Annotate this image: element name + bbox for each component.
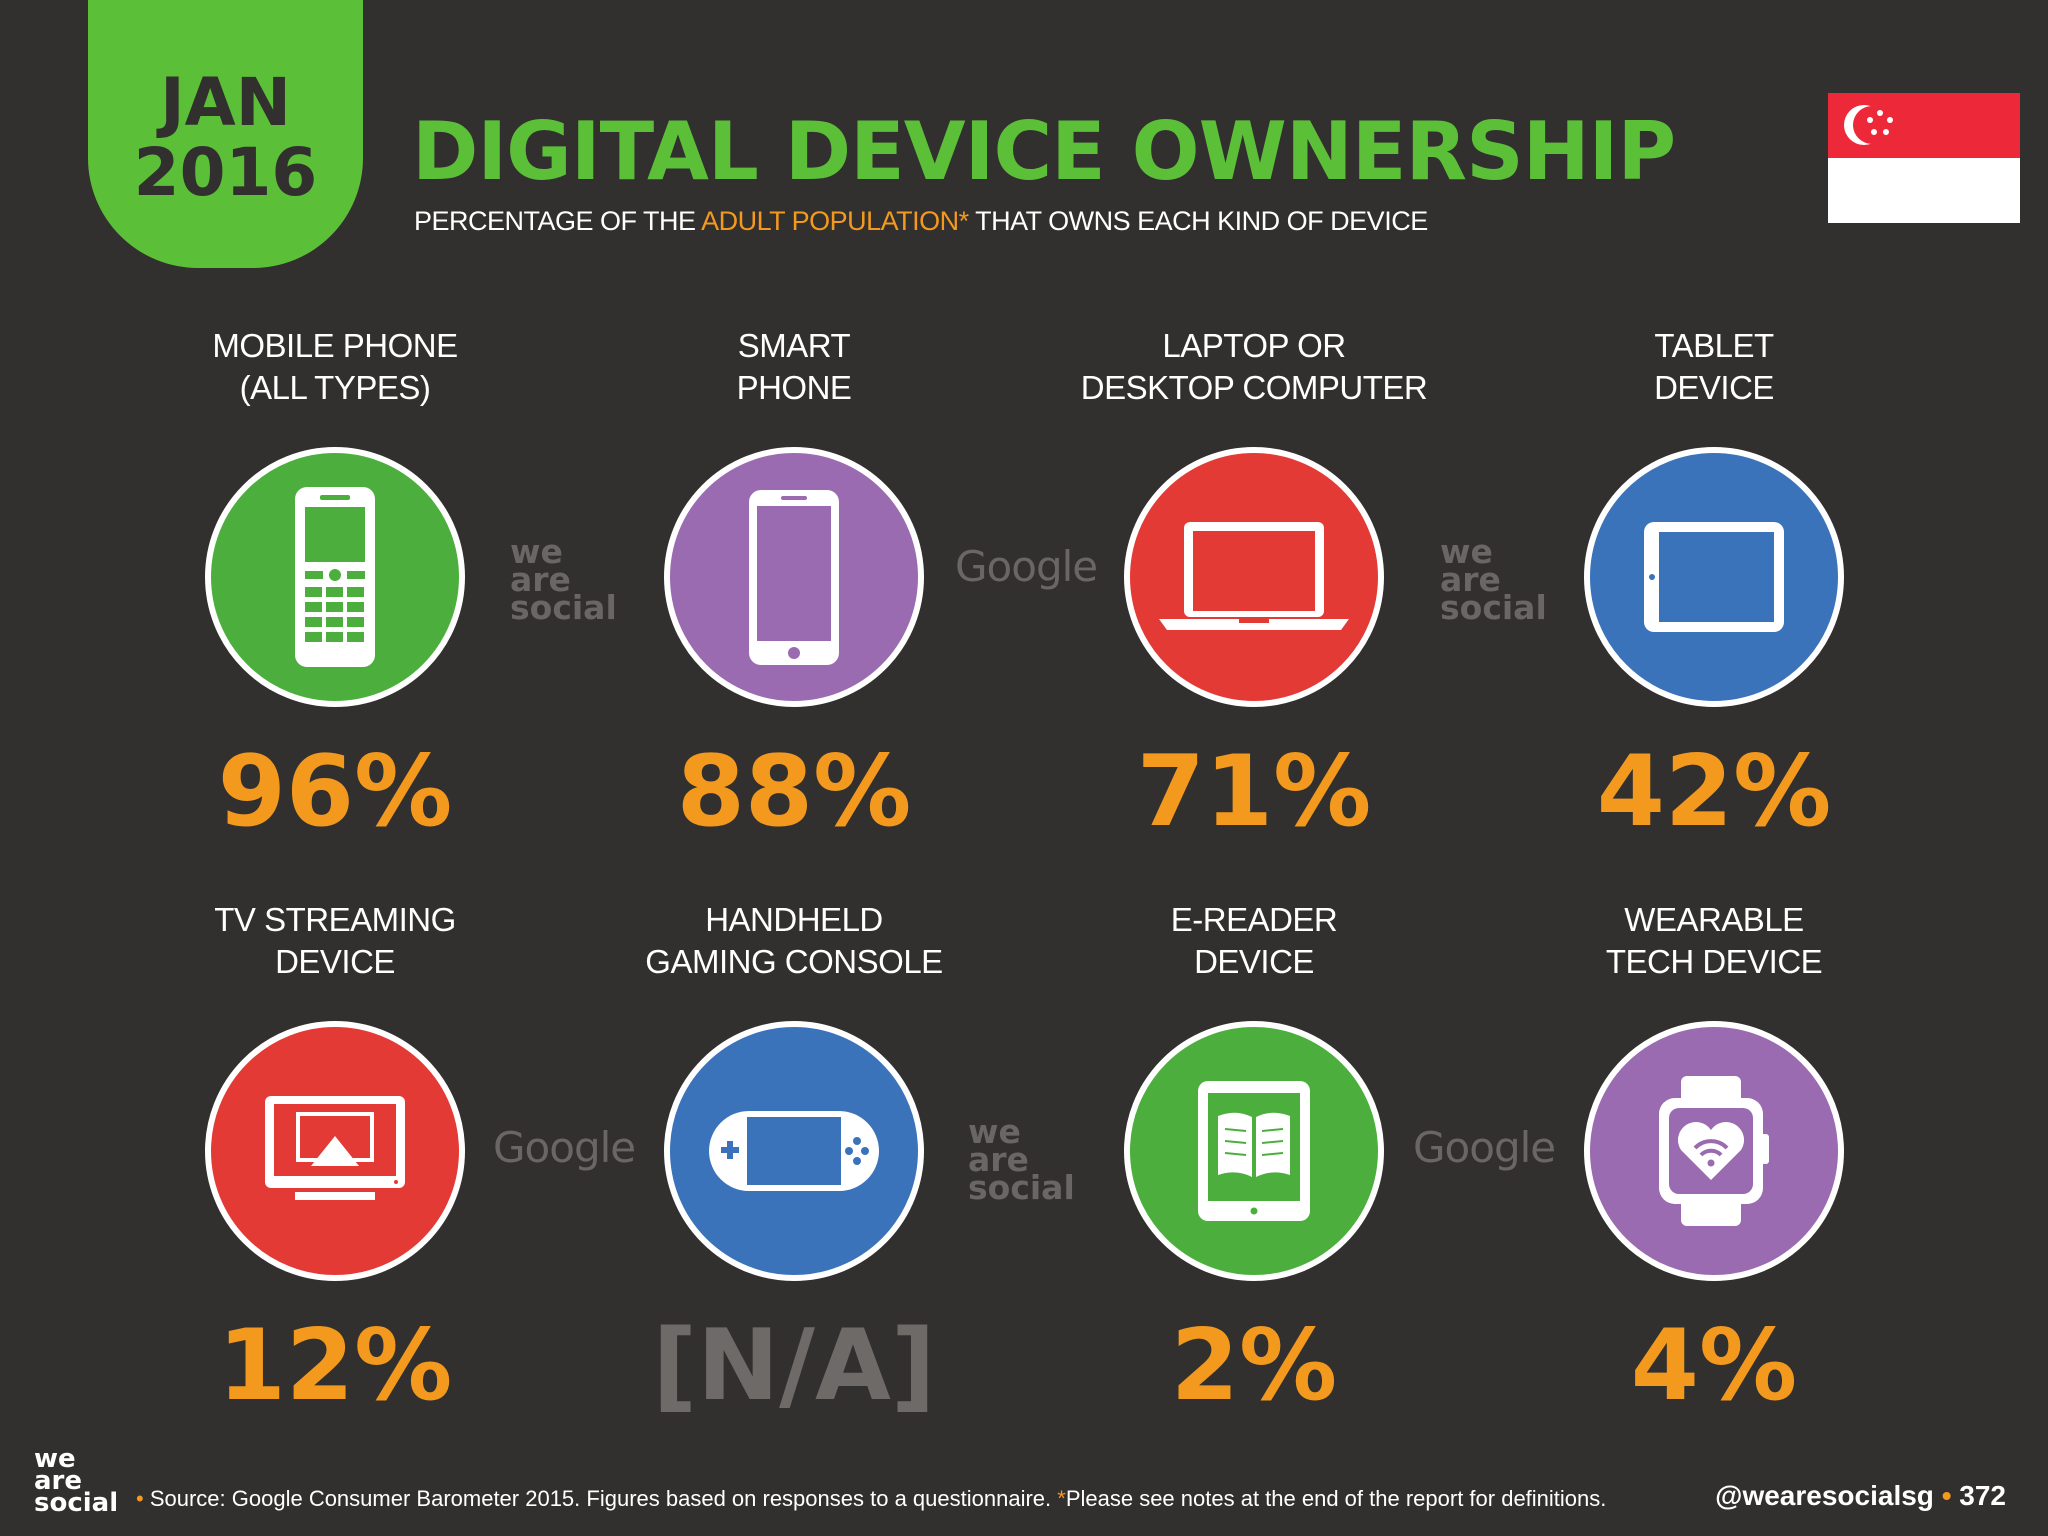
date-month: JAN — [160, 64, 291, 141]
tv-streaming-icon — [265, 1096, 405, 1200]
device-circle — [205, 447, 465, 707]
gaming-console-icon — [709, 1111, 879, 1191]
we-are-social-watermark: we are social — [1440, 532, 1547, 627]
device-circle — [1584, 447, 1844, 707]
subtitle-highlight: ADULT POPULATION* — [701, 206, 969, 236]
device-card-gaming-console: HANDHELD GAMING CONSOLE [N/A] — [564, 899, 1024, 1421]
smartphone-icon — [749, 489, 839, 665]
laptop-icon — [1159, 522, 1349, 630]
device-card-tv-streaming: TV STREAMING DEVICE 12% — [105, 899, 565, 1421]
device-label: TABLET DEVICE — [1654, 327, 1774, 406]
date-year: 2016 — [133, 134, 318, 211]
google-watermark: Google — [493, 1123, 636, 1172]
device-label: TV STREAMING DEVICE — [214, 901, 456, 980]
device-card-smartphone: SMART PHONE 88% — [564, 325, 1024, 847]
bullet-icon: • — [1941, 1480, 1952, 1511]
bullet-icon: • — [136, 1486, 144, 1511]
device-value: 88% — [676, 735, 912, 849]
device-card-ereader: E-READER DEVICE 2% — [1024, 899, 1484, 1421]
footer-logo: we are social — [34, 1444, 119, 1518]
device-value: [N/A] — [652, 1309, 936, 1423]
ereader-icon — [1198, 1081, 1310, 1221]
device-circle — [205, 1021, 465, 1281]
page-number: 372 — [1959, 1480, 2006, 1511]
device-card-mobile-phone: MOBILE PHONE (ALL TYPES) 96% — [105, 325, 565, 847]
device-value: 42% — [1596, 735, 1832, 849]
device-card-laptop: LAPTOP OR DESKTOP COMPUTER 71% — [1024, 325, 1484, 847]
subtitle-post: THAT OWNS EACH KIND OF DEVICE — [968, 206, 1428, 236]
device-label: SMART PHONE — [736, 327, 852, 406]
device-circle — [1124, 447, 1384, 707]
feature-phone-icon — [295, 487, 375, 667]
device-circle — [664, 1021, 924, 1281]
date-badge: JAN 2016 — [88, 0, 363, 268]
subtitle-pre: PERCENTAGE OF THE — [414, 206, 702, 236]
footer-handle: @wearesocialsg • 372 — [1715, 1480, 2006, 1511]
device-label: E-READER DEVICE — [1170, 901, 1338, 980]
we-are-social-watermark: we are social — [510, 532, 617, 627]
device-label: WEARABLE TECH DEVICE — [1605, 901, 1823, 980]
device-card-tablet: TABLET DEVICE 42% — [1484, 325, 1944, 847]
google-watermark: Google — [955, 542, 1098, 591]
device-value: 4% — [1630, 1309, 1798, 1423]
page-subtitle: PERCENTAGE OF THE ADULT POPULATION* THAT… — [414, 206, 1428, 237]
google-watermark: Google — [1413, 1123, 1556, 1172]
device-circle — [1584, 1021, 1844, 1281]
tablet-icon — [1644, 522, 1784, 632]
device-value: 96% — [217, 735, 453, 849]
device-value: 71% — [1136, 735, 1372, 849]
device-value: 2% — [1170, 1309, 1338, 1423]
device-value: 12% — [217, 1309, 453, 1423]
device-circle — [1124, 1021, 1384, 1281]
device-circle — [664, 447, 924, 707]
device-label: HANDHELD GAMING CONSOLE — [645, 901, 943, 980]
footer-source: • Source: Google Consumer Barometer 2015… — [136, 1486, 1607, 1511]
device-label: MOBILE PHONE (ALL TYPES) — [212, 327, 458, 406]
device-label: LAPTOP OR DESKTOP COMPUTER — [1080, 327, 1428, 406]
page-title: DIGITAL DEVICE OWNERSHIP — [412, 105, 1676, 198]
device-card-wearable: WEARABLE TECH DEVICE 4% — [1484, 899, 1944, 1421]
singapore-flag-icon — [1828, 93, 2020, 223]
we-are-social-watermark: we are social — [968, 1112, 1075, 1207]
smartwatch-icon — [1659, 1076, 1769, 1226]
